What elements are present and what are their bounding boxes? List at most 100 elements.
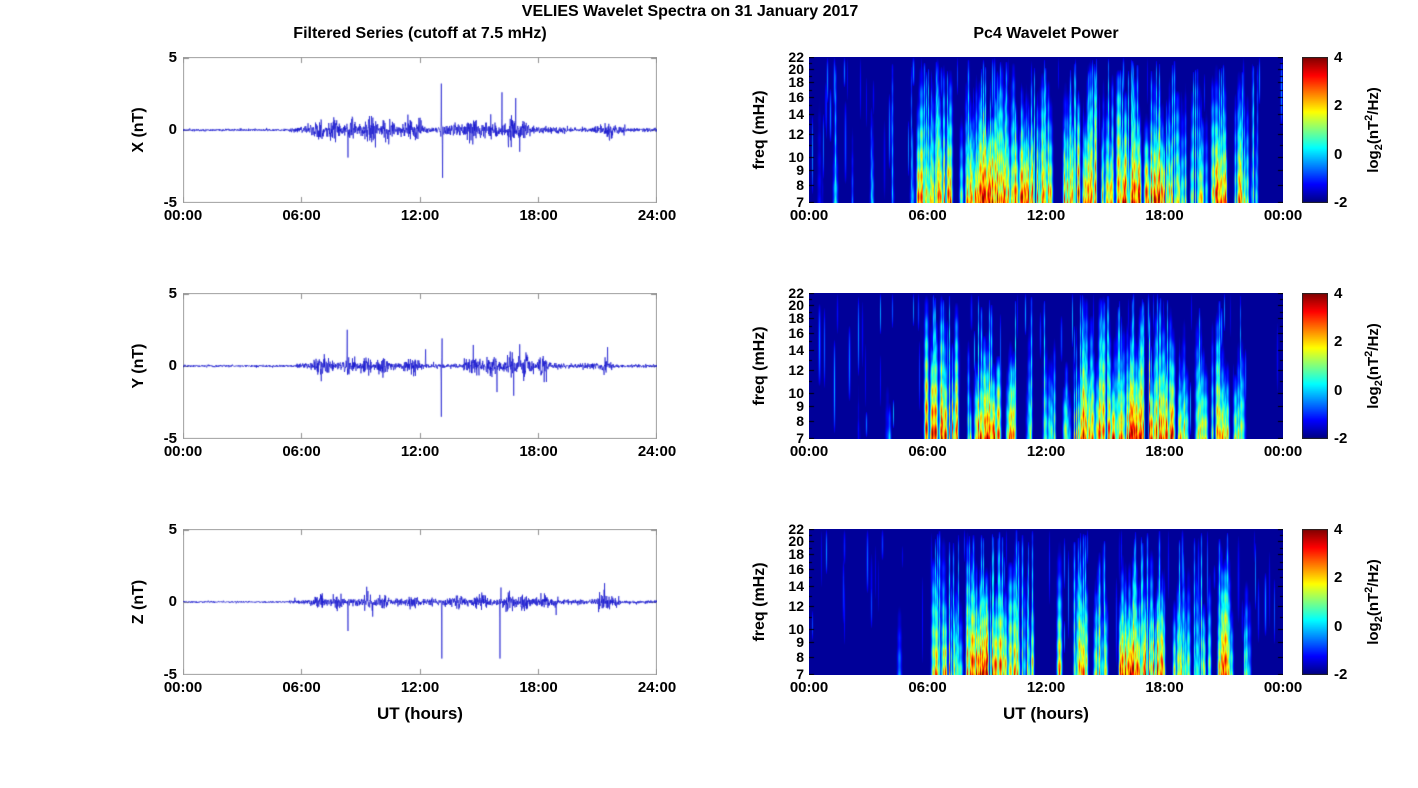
freq-tick-label: 10 [788,148,804,165]
x-tick-label: 00:00 [789,679,829,696]
colorbar-label-superscript: 2 [1363,114,1375,121]
colorbar-label-text: /Hz) [1365,323,1382,351]
y-tick-label: 5 [168,520,177,538]
freq-tick-label: 12 [788,125,804,142]
x-tick-label: 06:00 [908,679,947,696]
colorbar-row-2: 4 2 0 -2 log2(nT2/Hz) [1302,285,1418,447]
freq-tick-label: 8 [796,649,804,666]
freq-tick-label: 7 [796,194,804,210]
x-axis-label-left: UT (hours) [377,704,463,723]
freq-tick-label: 9 [796,398,804,415]
colorbar-gradient [1302,57,1328,203]
y-axis-label: freq (mHz) [751,90,768,170]
x-tick-label: 00:00 [163,679,203,696]
x-tick-label: 24:00 [637,207,677,224]
freq-tick-label: 10 [788,620,804,637]
freq-tick-label: 14 [788,106,804,123]
x-tick-label: 12:00 [400,679,440,696]
y-tick-label: -5 [163,665,177,683]
x-tick-label: 12:00 [1026,443,1066,460]
spectrogram-canvas [809,293,1283,439]
x-tick-label: 00:00 [163,207,203,224]
x-tick-label: 00:00 [789,443,829,460]
freq-tick-label: 18 [788,310,804,327]
y-tick-label: -5 [163,193,177,211]
x-tick-label: 24:00 [637,443,677,460]
panel-wavelet-power-y: 22 20 18 16 14 12 10 9 8 7 00:00 06:00 12:00 18:00 00:… [751,286,1302,460]
x-tick-label: 24:00 [637,679,677,696]
freq-tick-label: 14 [788,342,804,359]
x-axis-label-right: UT (hours) [1003,704,1089,723]
colorbar-tick-label: 0 [1334,145,1343,163]
right-column-title: Pc4 Wavelet Power [973,25,1119,42]
freq-tick-label: 18 [788,546,804,563]
x-tick-label: 12:00 [1026,679,1066,696]
figure-title: VELIES Wavelet Spectra on 31 January 201… [521,3,859,20]
x-tick-label: 18:00 [1145,443,1184,460]
freq-tick-label: 16 [788,561,804,578]
x-tick-label: 12:00 [1026,207,1066,224]
colorbar-label-subscript: 2 [1373,616,1385,623]
freq-tick-label: 22 [788,521,804,537]
y-tick-label: 0 [168,593,177,610]
colorbar-label: log2(nT2/Hz) [1363,87,1385,173]
x-tick-label: 18:00 [1145,679,1184,696]
colorbar-label-subscript: 2 [1373,380,1385,387]
freq-tick-label: 7 [796,666,804,682]
x-tick-label: 00:00 [163,443,203,460]
x-tick-label: 06:00 [282,443,321,460]
x-tick-label: 00:00 [789,207,829,224]
x-tick-label: 18:00 [519,679,558,696]
x-tick-label: 06:00 [282,679,321,696]
colorbar-label: log2(nT2/Hz) [1363,323,1385,409]
x-tick-label: 00:00 [1263,207,1303,224]
freq-tick-label: 9 [796,162,804,179]
colorbar-label-text: log [1365,622,1382,645]
colorbar-label-text: /Hz) [1365,87,1382,115]
colorbar-label-text: /Hz) [1365,559,1382,587]
colorbar-label-superscript: 2 [1363,586,1375,593]
colorbar-label-text: (nT [1365,356,1382,381]
y-axis-label: Z (nT) [130,579,147,625]
colorbar-label-text: (nT [1365,592,1382,617]
colorbar-tick-label: 4 [1334,521,1343,538]
freq-tick-label: 18 [788,74,804,91]
colorbar-tick-label: 2 [1334,97,1343,115]
colorbar-tick-label: -2 [1334,430,1348,447]
y-tick-label: 0 [168,357,177,374]
freq-tick-label: 12 [788,361,804,378]
freq-tick-label: 20 [788,297,804,314]
freq-tick-label: 14 [788,578,804,595]
panel-wavelet-power-z: 22 20 18 16 14 12 10 9 8 7 00:00 06:00 12:00 18:00 00:… [751,522,1302,696]
freq-tick-label: 16 [788,325,804,342]
colorbar-gradient [1302,529,1328,675]
freq-tick-label: 9 [796,634,804,651]
spectrogram-canvas [809,529,1283,675]
colorbar-label-text: (nT [1365,120,1382,145]
y-axis-label: freq (mHz) [751,326,768,406]
colorbar-label-superscript: 2 [1363,350,1375,357]
colorbar-gradient [1302,293,1328,439]
time-series-canvas [183,57,657,203]
freq-tick-label: 16 [788,89,804,106]
freq-tick-label: 12 [788,597,804,614]
y-axis-label: Y (nT) [130,343,147,389]
x-tick-label: 18:00 [1145,207,1184,224]
colorbar-tick-label: 0 [1334,617,1343,635]
x-tick-label: 12:00 [400,207,440,224]
colorbar-tick-label: 2 [1334,333,1343,351]
y-tick-label: -5 [163,429,177,447]
x-tick-label: 18:00 [519,443,558,460]
time-series-canvas [183,293,657,439]
left-column-title: Filtered Series (cutoff at 7.5 mHz) [293,25,547,42]
colorbar-label-text: log [1365,150,1382,173]
freq-tick-label: 20 [788,533,804,550]
colorbar-label: log2(nT2/Hz) [1363,559,1385,645]
colorbar-tick-label: 4 [1334,49,1343,66]
freq-tick-label: 22 [788,49,804,65]
freq-tick-label: 20 [788,61,804,78]
colorbar-label-text: log [1365,386,1382,409]
colorbar-tick-label: 2 [1334,569,1343,587]
panel-wavelet-power-x: 22 20 18 16 14 12 10 9 8 7 00:00 06:00 12:00 18:00 00:… [751,50,1302,224]
